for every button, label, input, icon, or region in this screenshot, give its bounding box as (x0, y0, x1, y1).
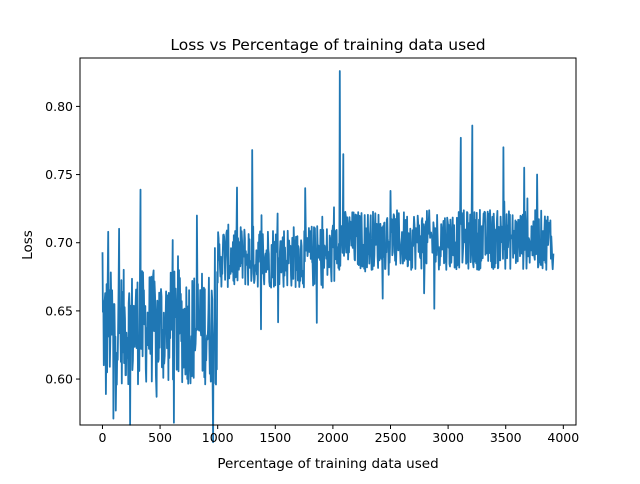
loss-series-line (101, 70, 555, 444)
y-tick-label: 0.80 (45, 99, 73, 114)
x-tick-label: 0 (98, 430, 106, 445)
x-tick-label: 1500 (259, 430, 291, 445)
x-tick-label: 2500 (375, 430, 407, 445)
y-tick-label: 0.60 (45, 372, 73, 387)
chart-title: Loss vs Percentage of training data used (170, 36, 485, 54)
x-tick-label: 1000 (202, 430, 234, 445)
y-tick-label: 0.70 (45, 235, 73, 250)
y-tick-label: 0.75 (45, 167, 73, 182)
x-tick-label: 2000 (317, 430, 349, 445)
x-tick-label: 500 (148, 430, 172, 445)
axes-frame (79, 57, 577, 426)
plot-area: 0 500 1000 1500 2000 2500 3000 3500 4000 0.60 0.65… (45, 57, 579, 445)
x-axis-label: Percentage of training data used (217, 456, 438, 472)
y-tick-label: 0.65 (45, 303, 73, 318)
x-tick-label: 4000 (547, 430, 579, 445)
y-axis-label: Loss (20, 230, 36, 260)
x-tick-label: 3500 (490, 430, 522, 445)
x-tick-label: 3000 (432, 430, 464, 445)
